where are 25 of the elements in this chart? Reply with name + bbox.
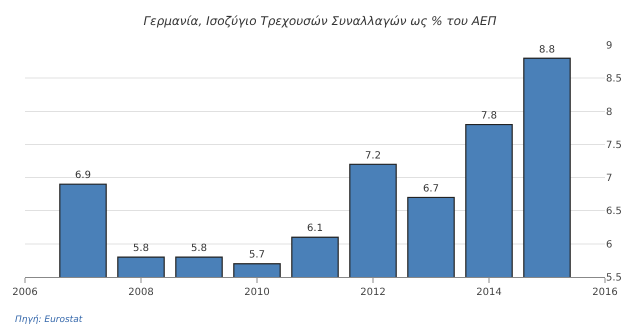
y-tick-label: 8.5 [606, 74, 622, 85]
data-label: 5.7 [249, 250, 265, 261]
y-tick-label: 8 [606, 106, 612, 118]
data-label: 8.8 [539, 44, 555, 56]
x-tick-label: 2010 [244, 287, 270, 298]
data-label: 7.2 [365, 150, 381, 162]
y-tick-label: 6 [606, 239, 612, 250]
x-tick-label: 2012 [360, 287, 386, 298]
data-label: 6.1 [307, 223, 323, 234]
x-tick-label: 2008 [128, 287, 154, 298]
data-label: 6.9 [75, 170, 91, 182]
chart-title: Γερμανία, Ισοζύγιο Τρεχουσών Συναλλαγών ως % του ΑΕΠ [143, 14, 497, 28]
y-tick-label: 9 [606, 40, 612, 52]
y-tick-label: 7.5 [606, 140, 622, 151]
text: Πηγή: Eurostat [15, 314, 83, 325]
x-tick-label: 2014 [476, 287, 502, 298]
y-tick-label: 7 [606, 173, 612, 184]
data-label: 5.8 [133, 243, 149, 254]
y-tick-label: 6.5 [606, 206, 622, 218]
y-tick-label: 5.5 [606, 272, 622, 284]
data-label: 7.8 [481, 110, 497, 122]
x-tick-label: 2016 [592, 287, 618, 298]
data-label: 6.7 [423, 183, 439, 194]
data-label: 5.8 [191, 243, 207, 254]
x-tick-label: 2006 [12, 287, 38, 298]
